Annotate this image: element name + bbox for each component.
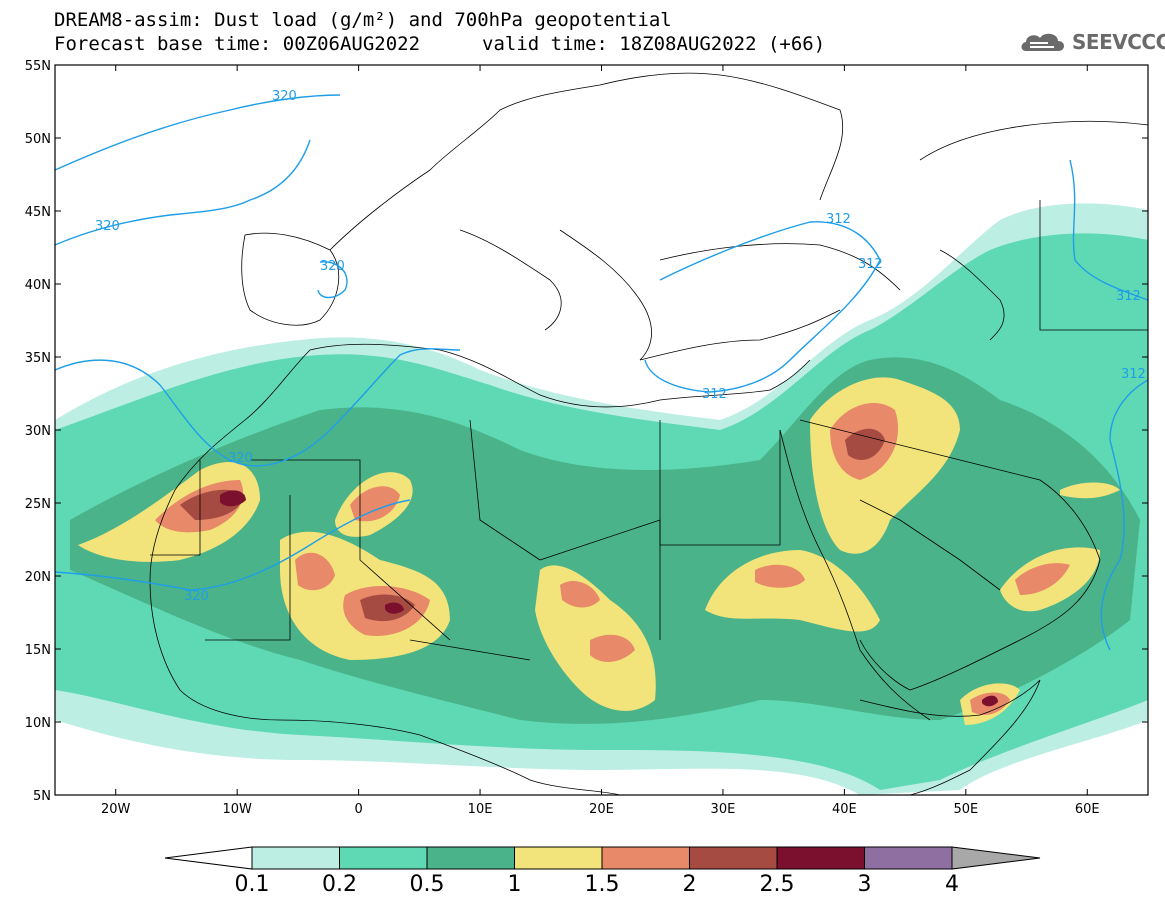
colorbar-label: 1.5 — [584, 872, 620, 897]
lat-label: 25N — [25, 497, 51, 512]
colorbar-segment — [689, 846, 778, 870]
colorbar-segment — [776, 846, 865, 870]
axis-ticks: 55N 50N 45N 40N 35N 30N 25N 20N 15N 10N 5N 20W 10W 0 1… — [25, 59, 1148, 817]
lon-label: 20W — [101, 802, 131, 817]
contour-label: 312 — [1116, 289, 1141, 304]
contour-label: 320 — [320, 259, 345, 274]
forecast-base-time: Forecast base time: 00Z06AUG2022 — [54, 33, 421, 55]
contour-label: 320 — [272, 89, 297, 104]
lat-label: 20N — [25, 570, 51, 585]
colorbar-max-arrow — [951, 846, 1041, 870]
colorbar-segment — [339, 846, 428, 870]
logo-text: SEEVCCC — [1072, 30, 1165, 54]
colorbar-min-arrow — [164, 846, 253, 870]
colorbar-segment — [601, 846, 690, 870]
lat-label: 30N — [25, 424, 51, 439]
contour-label: 312 — [826, 212, 851, 227]
contour-label: 312 — [702, 387, 727, 402]
lat-label: 15N — [25, 643, 51, 658]
lon-label: 40E — [832, 802, 857, 817]
colorbar-segment — [251, 846, 340, 870]
lon-label: 0 — [354, 802, 362, 817]
logo: SEEVCCC — [1018, 28, 1165, 56]
lon-label: 60E — [1075, 802, 1100, 817]
contour-label: 312 — [1121, 367, 1146, 382]
dust-fill-layer — [55, 203, 1148, 795]
colorbar-segment — [864, 846, 953, 870]
colorbar — [164, 846, 1041, 870]
colorbar-segment — [426, 846, 515, 870]
contour-label: 320 — [184, 589, 209, 604]
map-layers: 320 320 320 320 320 312 312 312 312 312 — [55, 65, 1148, 795]
colorbar-label: 0.1 — [234, 872, 270, 897]
map-title: DREAM8-assim: Dust load (g/m²) and 700hP… — [54, 9, 672, 31]
contour-labels: 320 320 320 320 320 312 312 312 312 312 — [95, 89, 1146, 604]
colorbar-label: 2.5 — [759, 872, 795, 897]
colorbar-label: 2 — [682, 872, 697, 897]
lat-label: 40N — [25, 278, 51, 293]
valid-time: valid time: 18Z08AUG2022 (+66) — [482, 33, 826, 55]
cloud-icon — [1021, 33, 1064, 51]
colorbar-segment — [514, 846, 603, 870]
colorbar-label: 1 — [507, 872, 522, 897]
borders-layer — [149, 72, 1148, 795]
lon-label: 10E — [468, 802, 493, 817]
lat-label: 50N — [25, 132, 51, 147]
colorbar-label: 0.2 — [322, 872, 357, 897]
lat-label: 10N — [25, 716, 51, 731]
lat-label: 45N — [25, 205, 51, 220]
geopotential-contours — [55, 94, 1148, 651]
colorbar-label: 0.5 — [409, 872, 445, 897]
lon-label: 20E — [589, 802, 614, 817]
lat-label: 35N — [25, 351, 51, 366]
lon-label: 10W — [222, 802, 252, 817]
lon-label: 30E — [711, 802, 736, 817]
contour-label: 320 — [228, 451, 253, 466]
contour-label: 312 — [858, 257, 883, 272]
lat-label: 55N — [25, 59, 51, 74]
colorbar-label: 4 — [945, 872, 959, 897]
colorbar-label: 3 — [857, 872, 872, 897]
lat-label: 5N — [33, 789, 51, 804]
lon-label: 50E — [953, 802, 978, 817]
contour-label: 320 — [95, 219, 120, 234]
